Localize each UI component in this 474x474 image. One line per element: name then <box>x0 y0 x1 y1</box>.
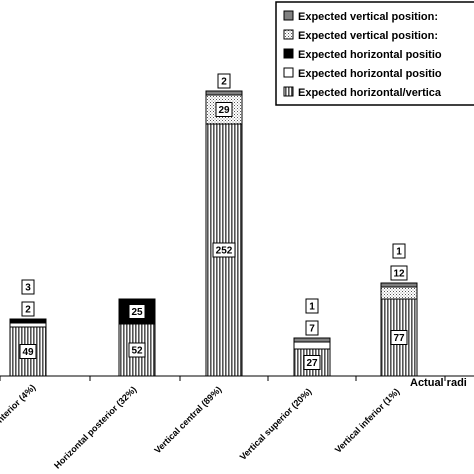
legend: Expected vertical position: Expected vert… <box>275 1 474 106</box>
x-axis-title: Actual radi <box>410 377 467 389</box>
bar-segment <box>380 286 418 300</box>
svg-text:2: 2 <box>25 305 31 316</box>
legend-box <box>275 1 474 106</box>
legend-label: Expected vertical position: <box>298 11 438 23</box>
svg-text:1: 1 <box>309 302 315 313</box>
data-label: 1 <box>305 298 319 314</box>
svg-text:27: 27 <box>306 358 318 369</box>
legend-entry: Expected horizontal/vertica <box>283 86 442 99</box>
data-label: 1 <box>392 243 406 259</box>
legend-swatch <box>283 10 294 21</box>
bar-segment <box>9 322 47 328</box>
legend-entry: Expected horizontal positio <box>283 48 442 61</box>
svg-text:7: 7 <box>309 324 315 335</box>
svg-text:2: 2 <box>221 77 227 88</box>
data-label: 7 <box>305 320 319 336</box>
svg-text:12: 12 <box>393 269 405 280</box>
bars-layer <box>9 90 418 377</box>
data-label: 3 <box>21 279 35 295</box>
svg-text:29: 29 <box>218 105 230 116</box>
data-label: 29 <box>215 102 233 117</box>
svg-text:1: 1 <box>396 247 402 258</box>
data-label: 2 <box>21 301 35 317</box>
legend-label: Expected vertical position: <box>298 30 438 42</box>
category-label: Horizontal posterior (32%) <box>52 384 138 470</box>
bar-segment <box>9 326 47 377</box>
svg-text:3: 3 <box>25 283 31 294</box>
svg-text:252: 252 <box>216 246 233 257</box>
data-labels-layer: 49 2 3 52 25 252 29 2 27 7 1 77 12 1 <box>19 73 408 370</box>
svg-text:77: 77 <box>393 333 405 344</box>
legend-entry: Expected vertical position: <box>283 10 438 23</box>
legend-entry: Expected vertical position: <box>283 29 438 42</box>
category-label: Vertical central (89%) <box>152 384 223 455</box>
category-label: Vertical inferior (1%) <box>333 386 402 455</box>
bar-segment <box>293 337 331 343</box>
svg-text:49: 49 <box>22 347 34 358</box>
data-label: 25 <box>128 304 146 319</box>
x-axis: nterior (4%) Horizontal posterior (32%) Ve… <box>0 375 474 471</box>
category-label: Vertical superior (20%) <box>238 386 314 462</box>
bar-segment <box>293 341 331 350</box>
data-label: 27 <box>303 355 321 370</box>
bar-segment <box>205 90 243 96</box>
data-label: 49 <box>19 344 37 359</box>
bar-segment <box>380 282 418 288</box>
legend-entry: Expected horizontal positio <box>283 67 442 80</box>
legend-swatch <box>283 48 294 59</box>
legend-label: Expected horizontal positio <box>298 68 442 80</box>
data-label: 77 <box>390 330 408 345</box>
legend-swatch <box>283 86 294 97</box>
data-label: 52 <box>128 342 146 358</box>
data-label: 252 <box>212 242 236 258</box>
svg-text:25: 25 <box>131 307 143 318</box>
legend-label: Expected horizontal positio <box>298 49 442 61</box>
data-label: 12 <box>390 265 408 281</box>
legend-swatch <box>283 29 294 40</box>
category-label: nterior (4%) <box>0 382 37 424</box>
bar-segment <box>9 318 47 324</box>
legend-label: Expected horizontal/vertica <box>298 87 442 99</box>
svg-text:52: 52 <box>131 346 143 357</box>
data-label: 2 <box>217 73 231 89</box>
legend-swatch <box>283 67 294 78</box>
